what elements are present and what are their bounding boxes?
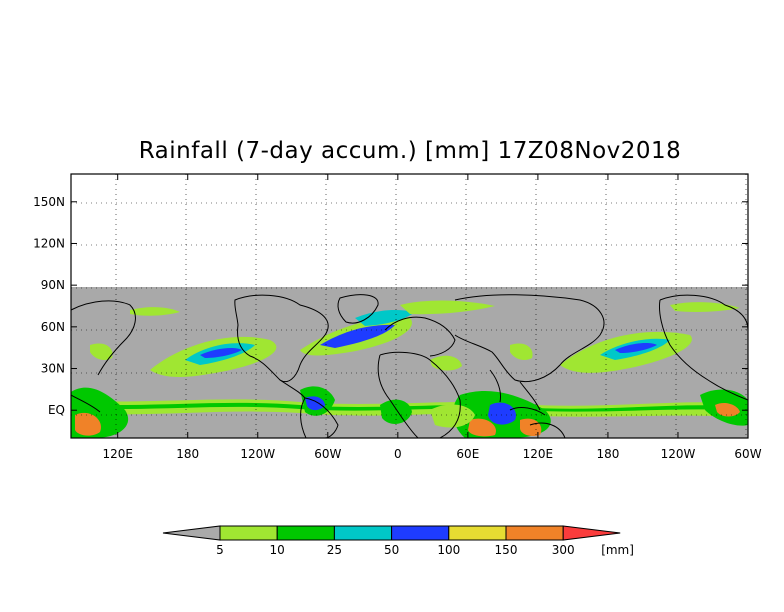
colorbar-level-label: 50 [384, 543, 399, 557]
y-tick-label: 30N [41, 362, 65, 376]
colorbar-level-label: 5 [216, 543, 224, 557]
colorbar-level-label: 25 [327, 543, 342, 557]
colorbar-swatch [391, 525, 450, 541]
colorbar-swatch [448, 525, 507, 541]
rain-bands [71, 300, 748, 438]
x-axis: 120E 180 120W 60W 0 60E 120E 180 120W 60W [102, 174, 762, 461]
x-tick-label: 180 [176, 447, 199, 461]
map-plot-area [71, 174, 748, 438]
x-tick-label: 120W [661, 447, 696, 461]
colorbar-level-label: 150 [495, 543, 518, 557]
colorbar-low-arrow [162, 525, 221, 541]
map-title: Rainfall (7-day accum.) [mm] 17Z08Nov201… [138, 138, 682, 164]
x-tick-label: 60W [314, 447, 341, 461]
y-tick-label: 90N [41, 278, 65, 292]
y-tick-label: 150N [33, 195, 65, 209]
x-tick-label: 120E [523, 447, 554, 461]
colorbar-level-label: 100 [437, 543, 460, 557]
gridlines [71, 174, 748, 438]
x-tick-label: 120E [102, 447, 133, 461]
x-tick-label: 60E [456, 447, 479, 461]
colorbar-swatch [333, 525, 393, 541]
plot-frame [70, 173, 749, 439]
x-tick-label: 180 [596, 447, 619, 461]
y-tick-label: EQ [48, 403, 65, 417]
colorbar-high-arrow [562, 525, 621, 541]
colorbar-level-label: 10 [270, 543, 285, 557]
colorbar-level-label: 300 [552, 543, 575, 557]
coastlines [71, 294, 748, 438]
x-tick-label: 0 [394, 447, 402, 461]
colorbar-swatch [276, 525, 335, 541]
y-tick-label: 60N [41, 320, 65, 334]
colorbar-unit: [mm] [601, 543, 634, 557]
x-tick-label: 60W [734, 447, 761, 461]
y-tick-label: 120N [33, 236, 65, 250]
colorbar-swatch [219, 525, 278, 541]
colorbar-legend: 5 10 25 50 100 150 300 [mm] [162, 525, 634, 557]
y-axis: 150N 120N 90N 60N 30N EQ [33, 195, 748, 417]
x-tick-label: 120W [240, 447, 275, 461]
colorbar-swatch [505, 525, 564, 541]
